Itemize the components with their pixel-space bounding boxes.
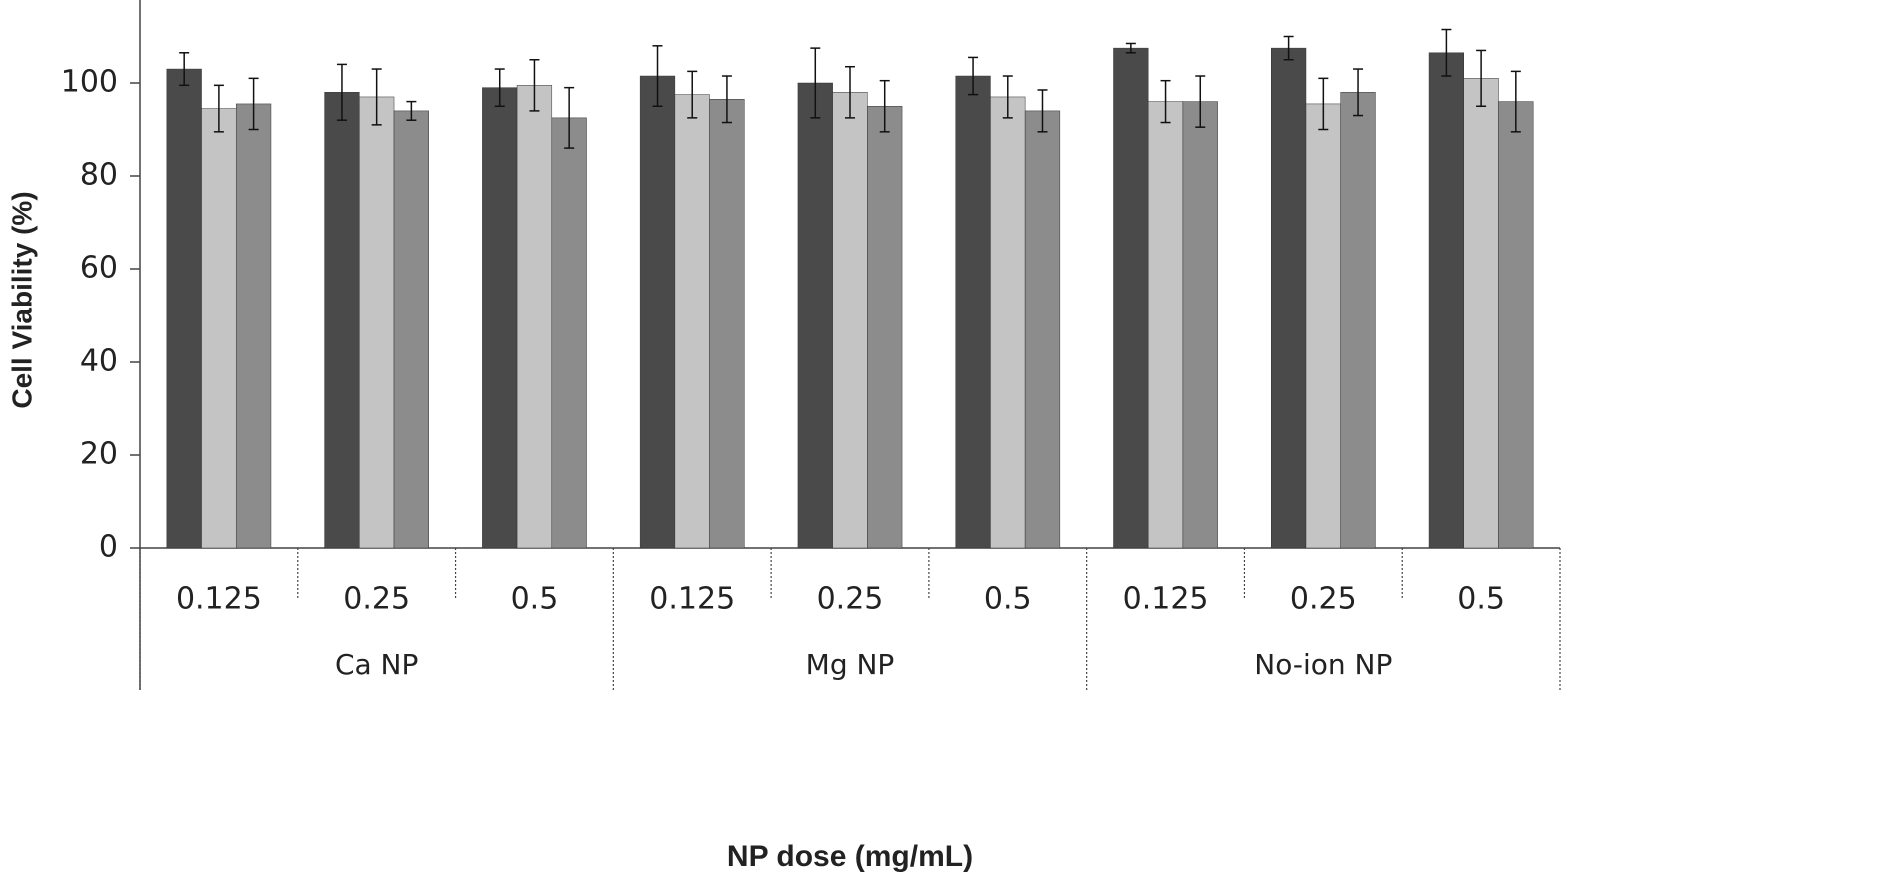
bar	[236, 104, 271, 548]
group-label: No-ion NP	[1254, 648, 1392, 681]
y-tick-label: 60	[80, 251, 118, 286]
bar	[867, 106, 902, 548]
bar	[675, 95, 710, 548]
y-tick-label: 20	[80, 437, 118, 472]
bar	[167, 69, 202, 548]
x-tick-label: 0.125	[1123, 582, 1209, 617]
bar	[1341, 92, 1376, 548]
x-axis-title: NP dose (mg/mL)	[727, 840, 973, 873]
bar	[1025, 111, 1060, 548]
x-tick-label: 0.5	[984, 582, 1032, 617]
group-label: Mg NP	[806, 648, 895, 681]
bar	[325, 92, 360, 548]
bar	[1429, 53, 1464, 548]
bar	[1498, 102, 1533, 548]
bar	[1183, 102, 1218, 548]
bar	[1148, 102, 1183, 548]
bar	[640, 76, 675, 548]
x-tick-label: 0.25	[817, 582, 884, 617]
y-tick-label: 80	[80, 158, 118, 193]
x-tick-label: 0.125	[176, 582, 262, 617]
bar	[359, 97, 394, 548]
bar	[202, 109, 237, 548]
bar	[990, 97, 1025, 548]
y-tick-label: 120	[61, 0, 118, 7]
bar	[1306, 104, 1341, 548]
bar	[1464, 78, 1499, 548]
x-tick-label: 0.125	[649, 582, 735, 617]
group-label: Ca NP	[335, 648, 418, 681]
bar	[956, 76, 991, 548]
bar	[394, 111, 429, 548]
bar	[552, 118, 587, 548]
bar	[517, 85, 552, 548]
bar	[1113, 48, 1148, 548]
bar	[482, 88, 517, 548]
bar	[798, 83, 833, 548]
y-tick-label: 0	[99, 530, 118, 565]
bar	[1271, 48, 1306, 548]
x-tick-label: 0.25	[1290, 582, 1357, 617]
y-tick-label: 100	[61, 65, 118, 100]
bar	[710, 99, 745, 548]
y-tick-label: 40	[80, 344, 118, 379]
x-tick-label: 0.5	[511, 582, 559, 617]
bar	[833, 92, 868, 548]
y-axis-title: Cell Viability (%)	[6, 191, 37, 408]
x-tick-label: 0.25	[343, 582, 410, 617]
x-tick-label: 0.5	[1457, 582, 1505, 617]
